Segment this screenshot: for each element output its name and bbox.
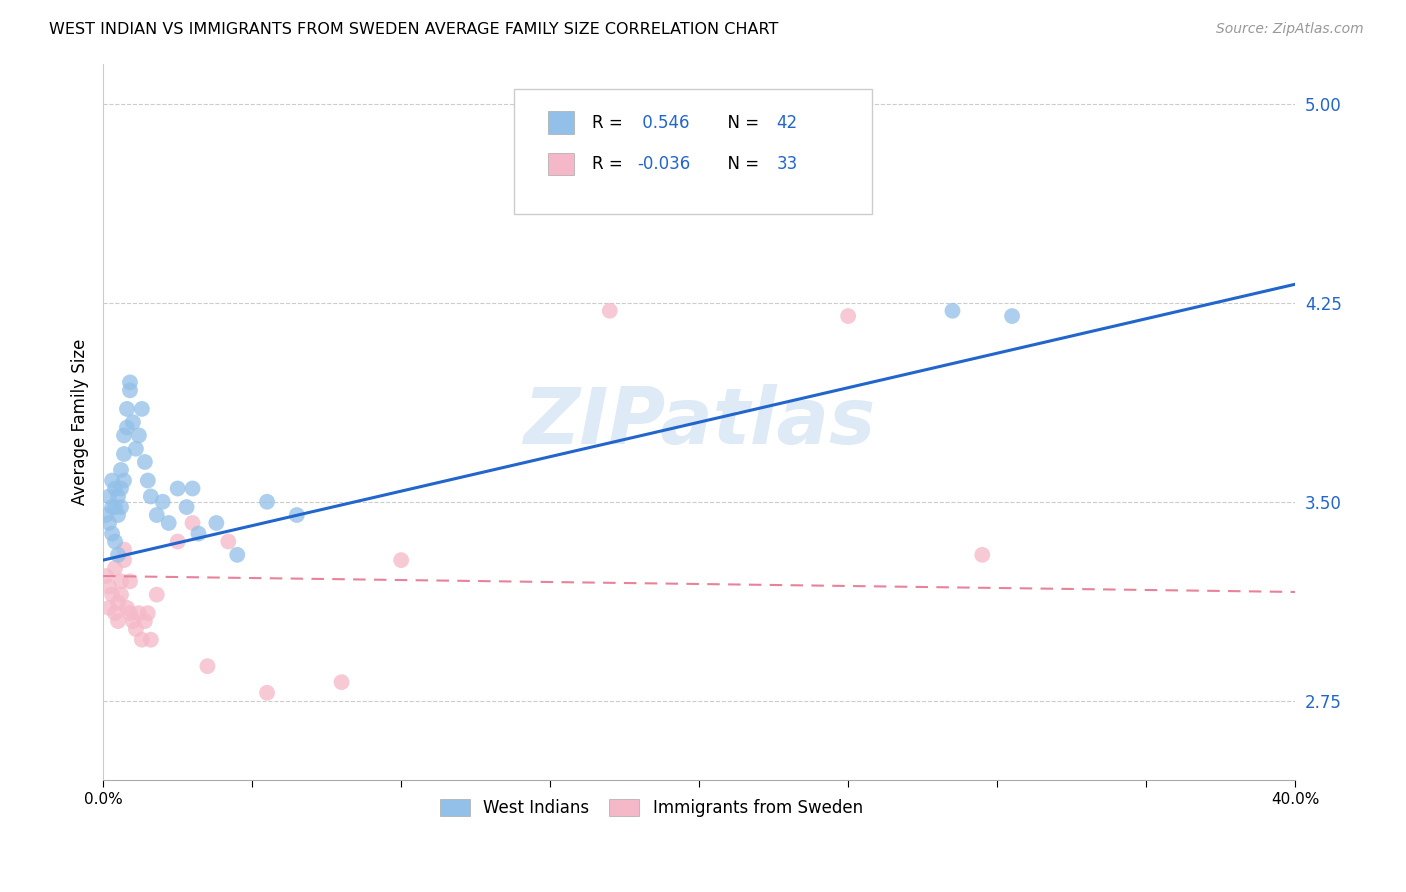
Point [115,420,138,434]
Point [256,686,278,700]
Point [104,606,127,620]
Text: Source: ZipAtlas.com: Source: ZipAtlas.com [1216,22,1364,37]
Point [176,500,198,514]
Point [98,580,121,594]
Point [107,508,129,522]
Point [157,516,180,530]
Point [107,614,129,628]
Text: 42: 42 [776,113,797,131]
Point [112,542,135,557]
Bar [548,112,574,134]
Point [181,482,204,496]
Y-axis label: Average Family Size: Average Family Size [72,339,89,506]
Text: N =: N = [717,155,765,173]
Point [104,534,127,549]
Point [166,534,188,549]
Point [256,495,278,509]
Point [136,606,159,620]
Text: 33: 33 [776,155,797,173]
Point [128,428,150,442]
Point [152,495,174,509]
Point [101,588,124,602]
Point [181,516,204,530]
Point [226,548,249,562]
Point [134,455,156,469]
Point [187,526,209,541]
Point [125,622,148,636]
Point [98,600,121,615]
Point [94,508,117,522]
Point [166,482,188,496]
Point [131,401,153,416]
Point [112,447,135,461]
Point [285,508,308,522]
Point [118,574,141,589]
Point [107,490,129,504]
Point [941,303,963,318]
Point [104,561,127,575]
Bar [548,153,574,175]
Point [110,500,132,514]
Point [118,376,141,390]
Point [125,442,148,456]
Point [104,482,127,496]
Point [122,415,145,429]
Point [118,606,141,620]
Point [1001,309,1024,323]
Point [146,588,169,602]
Point [972,548,994,562]
Point [107,548,129,562]
Point [101,500,124,514]
Point [110,588,132,602]
Point [389,553,412,567]
Text: R =: R = [592,155,628,173]
Point [110,482,132,496]
Point [118,384,141,398]
Point [110,463,132,477]
Text: R =: R = [592,113,628,131]
Point [101,526,124,541]
Point [112,553,135,567]
Point [107,596,129,610]
Text: N =: N = [717,113,765,131]
Point [128,606,150,620]
Point [139,632,162,647]
Legend: West Indians, Immigrants from Sweden: West Indians, Immigrants from Sweden [432,791,872,826]
Point [599,303,621,318]
Point [98,490,121,504]
Point [112,428,135,442]
Point [131,632,153,647]
Point [136,474,159,488]
Point [94,569,117,583]
Point [110,574,132,589]
Point [115,401,138,416]
Point [98,516,121,530]
Point [330,675,353,690]
Point [115,600,138,615]
Text: WEST INDIAN VS IMMIGRANTS FROM SWEDEN AVERAGE FAMILY SIZE CORRELATION CHART: WEST INDIAN VS IMMIGRANTS FROM SWEDEN AV… [49,22,779,37]
Point [134,614,156,628]
Point [205,516,228,530]
Point [101,474,124,488]
Point [122,614,145,628]
Point [104,500,127,514]
Point [146,508,169,522]
Point [112,474,135,488]
Point [217,534,239,549]
Text: 0.546: 0.546 [637,113,690,131]
Point [139,490,162,504]
FancyBboxPatch shape [515,89,872,214]
Point [837,309,859,323]
Text: ZIPatlas: ZIPatlas [523,384,876,460]
Text: -0.036: -0.036 [637,155,690,173]
Point [197,659,219,673]
